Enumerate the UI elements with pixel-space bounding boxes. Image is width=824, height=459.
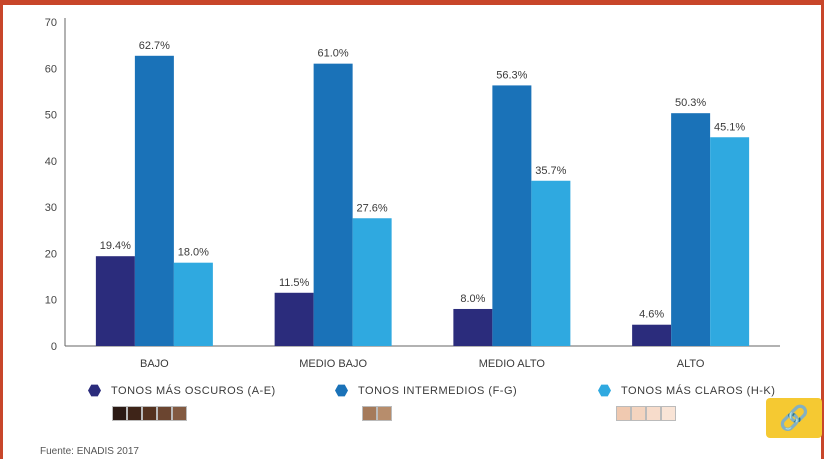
data-label: 45.1% (714, 121, 745, 133)
data-label: 50.3% (675, 97, 706, 109)
y-tick-label: 40 (45, 156, 57, 168)
data-label: 27.6% (357, 202, 388, 214)
legend-label-dark: TONOS MÁS OSCUROS (A-E) (111, 384, 276, 397)
y-tick-label: 10 (45, 295, 57, 307)
x-category-label: MEDIO BAJO (299, 358, 367, 370)
bar (492, 85, 532, 346)
skin-tone-swatch (172, 406, 187, 421)
data-label: 11.5% (279, 277, 310, 289)
skin-tone-swatches-light (616, 406, 676, 421)
bar (531, 180, 571, 346)
skin-tone-swatch (616, 406, 631, 421)
y-tick-label: 30 (45, 202, 57, 214)
skin-tone-swatch (631, 406, 646, 421)
bar (453, 308, 493, 346)
skin-tone-swatches-dark (112, 406, 187, 421)
skin-tone-swatches-mid (362, 406, 392, 421)
data-label: 18.0% (178, 247, 209, 259)
bar (134, 55, 174, 346)
source-note: Fuente: ENADIS 2017 (40, 446, 139, 457)
bar (173, 262, 213, 346)
hexagon-mid-icon (335, 384, 348, 397)
legend-label-light: TONOS MÁS CLAROS (H-K) (621, 384, 776, 397)
skin-tone-swatch (661, 406, 676, 421)
skin-tone-swatch (112, 406, 127, 421)
legend-item-mid: TONOS INTERMEDIOS (F-G) (335, 384, 517, 397)
bar (95, 256, 135, 346)
link-icon: 🔗 (779, 404, 809, 432)
hexagon-light-icon (598, 384, 611, 397)
data-label: 62.7% (139, 40, 170, 52)
y-tick-label: 20 (45, 248, 57, 260)
link-button[interactable]: 🔗 (766, 398, 822, 438)
y-tick-label: 50 (45, 110, 57, 122)
x-category-label: MEDIO ALTO (479, 358, 546, 370)
y-tick-label: 60 (45, 63, 57, 75)
skin-tone-swatch (646, 406, 661, 421)
data-label: 61.0% (318, 48, 349, 60)
data-label: 8.0% (460, 293, 485, 305)
skin-tone-swatch (157, 406, 172, 421)
bar (710, 137, 750, 346)
bar (632, 324, 672, 346)
bar (313, 63, 353, 347)
x-category-label: ALTO (677, 358, 705, 370)
legend-item-dark: TONOS MÁS OSCUROS (A-E) (88, 384, 276, 397)
data-label: 19.4% (100, 240, 131, 252)
bar (671, 113, 711, 346)
x-category-label: BAJO (140, 358, 169, 370)
y-tick-label: 0 (51, 341, 57, 353)
bar (352, 218, 392, 346)
data-label: 4.6% (639, 309, 664, 321)
skin-tone-swatch (127, 406, 142, 421)
legend-label-mid: TONOS INTERMEDIOS (F-G) (358, 384, 518, 397)
bar (274, 292, 314, 346)
skin-tone-swatch (362, 406, 377, 421)
data-label: 35.7% (535, 165, 566, 177)
hexagon-dark-icon (88, 384, 101, 397)
legend-item-light: TONOS MÁS CLAROS (H-K) (598, 384, 775, 397)
skin-tone-swatch (377, 406, 392, 421)
skin-tone-swatch (142, 406, 157, 421)
y-tick-label: 70 (45, 17, 57, 29)
data-label: 56.3% (496, 69, 527, 81)
